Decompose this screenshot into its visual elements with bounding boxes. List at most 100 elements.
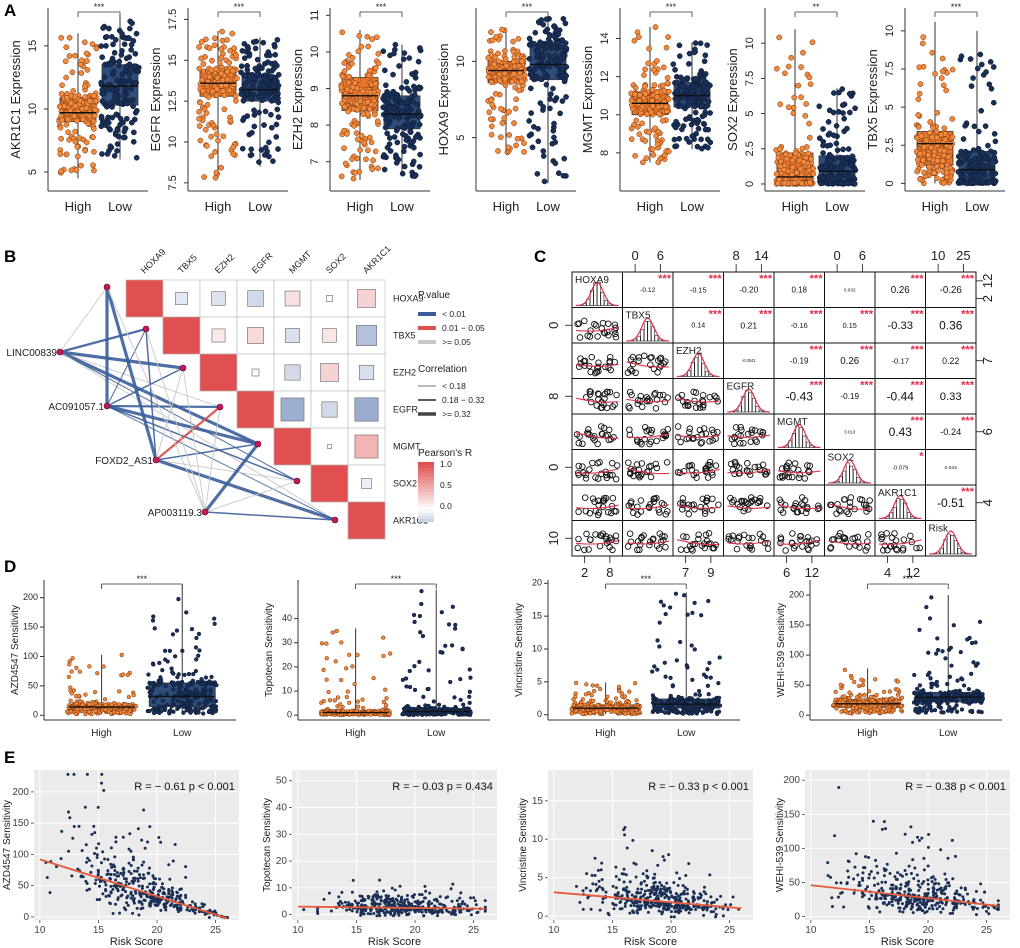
data-point: [85, 120, 92, 127]
data-point: [70, 656, 75, 661]
data-point: [938, 131, 945, 138]
data-point: [561, 155, 568, 162]
data-point: [827, 142, 834, 149]
data-point: [200, 88, 206, 94]
data-point: [65, 129, 72, 136]
data-point: [179, 701, 184, 707]
data-point: [986, 161, 993, 168]
correlation-value: -0.19: [840, 392, 859, 401]
data-point: [151, 614, 156, 619]
data-point: [83, 139, 90, 146]
data-point: [834, 147, 841, 154]
data-point: [466, 706, 472, 712]
axis-tick-label: 6: [980, 428, 995, 435]
data-point: [939, 157, 946, 164]
data-point: [105, 119, 112, 126]
correlation-value: -0.20: [739, 285, 758, 295]
data-point: [68, 709, 73, 714]
data-point: [204, 142, 210, 149]
data-point: [365, 43, 372, 50]
histogram-bar: [852, 469, 857, 484]
data-point: [179, 679, 185, 685]
data-point: [372, 111, 378, 118]
data-point: [415, 113, 422, 120]
data-point: [990, 99, 997, 106]
data-point: [64, 94, 70, 101]
data-point: [130, 138, 137, 145]
data-point: [74, 153, 81, 160]
data-point: [381, 152, 387, 158]
data-point: [497, 66, 503, 73]
data-point: [127, 25, 133, 32]
data-point: [196, 44, 202, 50]
data-point: [384, 130, 391, 137]
correlation-value: -0.079: [892, 465, 908, 471]
heatmap-col-label: SOX2: [324, 251, 348, 275]
data-point: [104, 103, 110, 110]
data-point: [915, 112, 922, 118]
legend-gradient-step: [418, 486, 434, 490]
correlation-value: 0.36: [939, 318, 963, 332]
data-point: [584, 682, 589, 687]
data-point: [388, 651, 393, 656]
data-point: [121, 41, 128, 48]
data-point: [167, 711, 172, 716]
data-point: [58, 90, 65, 97]
data-point: [833, 140, 840, 147]
data-point: [68, 698, 73, 703]
data-point: [715, 697, 720, 702]
data-point: [895, 679, 901, 684]
data-point: [968, 83, 975, 89]
data-point: [413, 134, 419, 140]
data-point: [421, 694, 426, 699]
data-point: [264, 77, 271, 84]
histogram-bar: [892, 507, 897, 519]
data-point: [252, 45, 259, 52]
data-point: [341, 103, 348, 110]
data-point: [356, 32, 363, 39]
y-tick-label: 5: [27, 169, 39, 175]
data-point: [992, 170, 999, 177]
data-point: [502, 56, 509, 63]
histogram-bar: [643, 320, 648, 342]
legend-gradient-step: [418, 462, 434, 466]
data-point: [789, 164, 796, 171]
data-point: [705, 126, 712, 133]
data-point: [844, 154, 851, 161]
data-point: [650, 693, 656, 698]
data-point: [349, 156, 355, 162]
data-point: [103, 43, 109, 49]
y-axis-label: EGFR Expression: [148, 47, 163, 151]
data-point: [201, 174, 208, 180]
data-point: [655, 667, 660, 672]
data-point: [218, 164, 224, 171]
significance-stars: ***: [709, 273, 723, 285]
data-point: [898, 707, 904, 713]
data-point: [74, 143, 81, 150]
heatmap-diagonal: [199, 353, 238, 392]
y-tick-label: 10: [309, 46, 321, 58]
data-point: [967, 56, 974, 62]
data-point: [358, 43, 365, 50]
data-point: [261, 122, 267, 128]
y-tick-label: 20: [282, 661, 292, 671]
data-point: [91, 93, 97, 99]
gene-node: [254, 440, 262, 448]
data-point: [208, 133, 215, 140]
y-tick-label: 50: [794, 680, 804, 690]
data-point: [648, 109, 655, 116]
data-point: [357, 147, 363, 153]
data-point: [792, 150, 799, 157]
data-point: [345, 108, 352, 115]
histogram-bar: [845, 462, 850, 484]
data-point: [701, 672, 707, 677]
data-point: [208, 698, 213, 703]
data-point: [526, 118, 532, 124]
data-point: [86, 98, 93, 104]
data-point: [247, 94, 254, 101]
significance-stars: ***: [911, 344, 925, 356]
data-point: [540, 104, 547, 110]
y-tick-label: 7.5: [744, 71, 756, 86]
data-point: [528, 110, 535, 116]
